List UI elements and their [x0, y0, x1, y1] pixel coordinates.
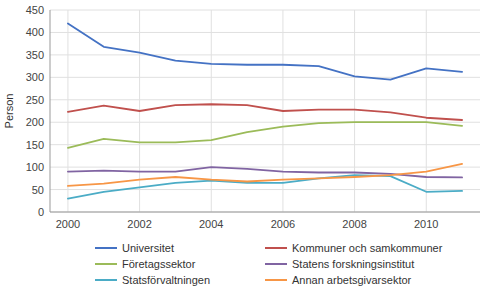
legend-swatch — [95, 279, 117, 281]
x-axis-line — [50, 212, 480, 213]
x-grid-line — [354, 10, 355, 212]
legend-swatch — [265, 263, 287, 265]
y-grid-line — [50, 32, 480, 33]
legend-swatch — [95, 247, 117, 249]
legend-label: Statens forskningsinstitut — [292, 258, 414, 270]
legend-swatch — [95, 263, 117, 265]
x-tick-label: 2002 — [127, 218, 151, 230]
series-line — [68, 104, 462, 120]
legend-label: Kommuner och samkommuner — [292, 242, 443, 254]
y-axis-label: Person — [3, 94, 15, 129]
y-grid-line — [50, 212, 480, 213]
legend-label: Företagssektor — [122, 258, 196, 270]
x-grid-line — [426, 10, 427, 212]
y-tick-label: 100 — [26, 161, 44, 173]
legend-label: Universitet — [122, 242, 174, 254]
y-grid-line — [50, 99, 480, 100]
y-tick-label: 350 — [26, 49, 44, 61]
series-line — [68, 167, 462, 177]
legend-swatch — [265, 279, 287, 281]
y-tick-label: 150 — [26, 139, 44, 151]
series-lines — [68, 23, 462, 198]
series-line — [68, 164, 462, 186]
y-tick-label: 300 — [26, 71, 44, 83]
y-grid-line — [50, 77, 480, 78]
legend: Universitet Kommuner och samkommuner Föret… — [95, 242, 443, 286]
x-grid-line — [211, 10, 212, 212]
y-grid-line — [50, 144, 480, 145]
x-tick-label: 2006 — [271, 218, 295, 230]
y-grid-line — [50, 167, 480, 168]
x-tick-label: 2010 — [414, 218, 438, 230]
series-line — [68, 122, 462, 148]
x-tick-label: 2000 — [56, 218, 80, 230]
y-tick-label: 0 — [38, 206, 44, 218]
y-axis-line — [50, 10, 51, 212]
y-tick-label: 50 — [32, 184, 44, 196]
y-tick-label: 400 — [26, 26, 44, 38]
axes: 0 50 100 150 200 250 300 350 400 450 2000 2002 2004 2… — [3, 4, 480, 230]
chart: 0 50 100 150 200 250 300 350 400 450 2000 2002 2004 2… — [0, 0, 493, 304]
y-tick-label: 200 — [26, 116, 44, 128]
y-grid-line — [50, 10, 480, 11]
series-line — [68, 175, 462, 198]
series-line — [68, 23, 462, 79]
legend-label: Statsförvaltningen — [122, 274, 210, 286]
y-tick-label: 450 — [26, 4, 44, 16]
y-tick-label: 250 — [26, 94, 44, 106]
x-tick-label: 2008 — [342, 218, 366, 230]
legend-swatch — [265, 247, 287, 249]
x-tick-label: 2004 — [199, 218, 223, 230]
y-grid-line — [50, 54, 480, 55]
legend-label: Annan arbetsgivarsektor — [292, 274, 412, 286]
grid — [50, 10, 480, 212]
